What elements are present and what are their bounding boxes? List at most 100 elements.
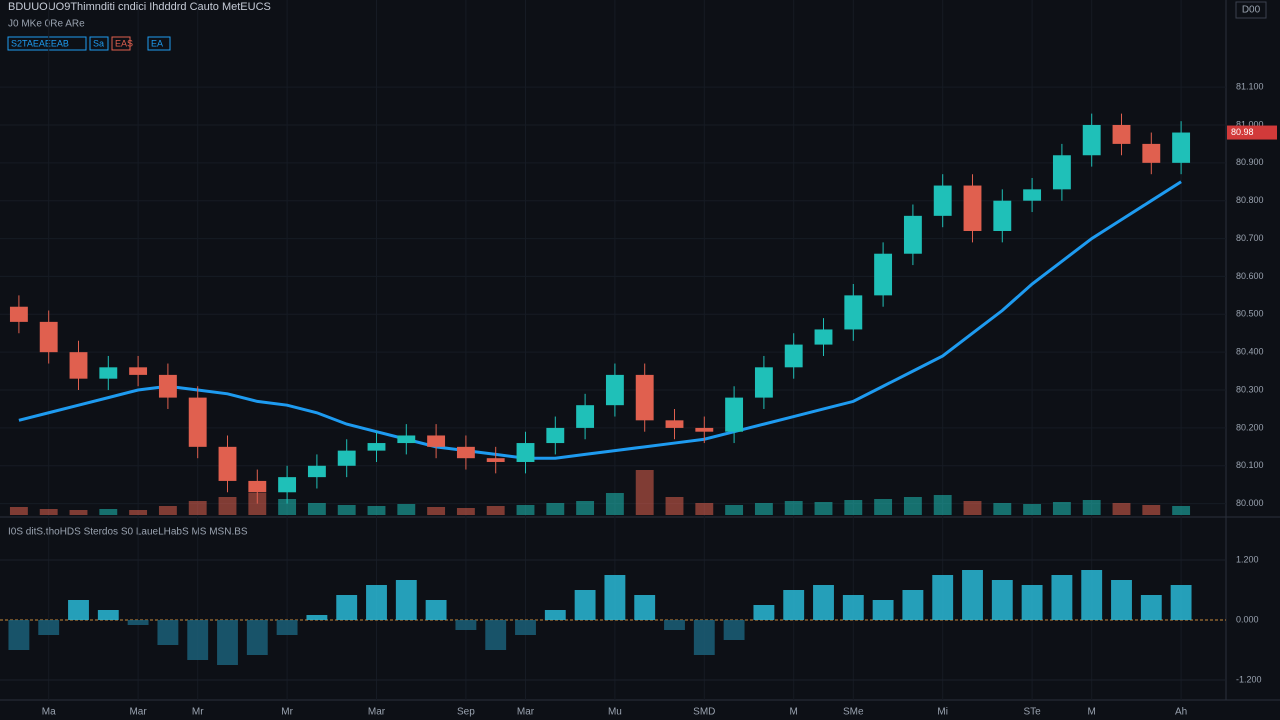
chart-subtitle: J0 MKe 0Re ARe [8,19,85,30]
legend-item[interactable]: Sa [93,38,104,48]
oscillator-bar [485,620,507,650]
candle-body [903,215,922,254]
volume-bar [278,499,297,515]
legend-item[interactable]: EA [151,38,163,48]
oscillator-bar [902,590,924,620]
legend-box[interactable] [89,36,109,51]
candle-body [1142,143,1161,163]
volume-bar [665,497,684,515]
candle-body [993,200,1012,231]
candle-body [39,321,58,353]
oscillator-bar [8,620,30,650]
volume-bar [1023,504,1042,515]
badge-box[interactable] [1235,1,1267,19]
volume-bar [99,509,118,515]
legend-box[interactable] [111,36,131,51]
volume-bar [486,506,505,515]
x-tick-label: Mr [281,707,293,718]
candle-body [605,374,624,406]
volume-bar [1112,503,1131,515]
oscillator-bar [1051,575,1073,620]
candle-body [963,185,982,231]
volume-bar [784,501,803,515]
candle-body [397,435,416,444]
volume-bar [605,493,624,515]
volume-bar [903,497,922,515]
oscillator-bar [127,620,149,625]
chart-title: BDUUOUO9Thimnditi cndici Ihdddrd Cauto M… [8,1,271,13]
x-tick-label: Ma [42,707,56,718]
last-price-label: 80.98 [1231,127,1254,137]
volume-bar [397,504,416,515]
candle-body [695,427,714,432]
volume-bar [39,509,58,515]
legend-box[interactable] [7,36,87,51]
x-tick-label: SMD [693,707,715,718]
volume-bar [576,501,595,515]
legend-box[interactable] [147,36,171,51]
candle-body [218,446,237,481]
y-tick-label: 80.500 [1236,309,1264,319]
legend-item[interactable]: EAS [115,38,133,48]
candle-body [844,295,863,330]
oscillator-bar [753,605,775,620]
legend-item[interactable]: S2TAEAEEAB [11,38,69,48]
x-tick-label: Ah [1175,707,1187,718]
oscillator-bar [1111,580,1132,620]
badge[interactable]: D00 [1242,5,1261,16]
volume-bar [963,501,982,515]
y-tick-label: 80.200 [1236,422,1264,432]
x-tick-label: Mar [517,707,535,718]
y-tick-label: 80.400 [1236,347,1264,357]
y-tick-label: 80.700 [1236,233,1264,243]
last-price-box [1227,125,1277,140]
oscillator-bar [217,620,238,665]
oscillator-bar [842,595,864,620]
candle-body [158,374,177,398]
oscillator-bar [991,580,1013,620]
volume-bar [367,506,386,515]
y-tick-label: 80.800 [1236,195,1264,205]
volume-bar [188,501,207,515]
oscillator-bar [68,600,89,620]
volume-bar [635,470,654,515]
y-tick-label: 80.300 [1236,384,1264,394]
candle-body [874,253,893,296]
volume-bar [427,507,446,515]
volume-bar [158,506,177,515]
candle-body [486,458,505,462]
volume-bar [993,503,1012,515]
volume-bar [874,499,893,515]
oscillator-tick-label: -1.200 [1236,674,1262,684]
oscillator-bar [962,570,983,620]
oscillator-bar [1140,595,1162,620]
volume-bar [129,510,148,515]
candle-body [725,397,744,432]
volume-bar [1172,506,1191,515]
y-tick-label: 80.000 [1236,498,1264,508]
x-tick-label: Mr [192,707,204,718]
oscillator-bar [157,620,179,645]
oscillator-bar [932,575,954,620]
oscillator-title: I0S ditS.thoHDS Sterdos S0 LaueLHabS MS … [8,527,248,538]
oscillator-bar [1021,585,1043,620]
oscillator-bar [336,595,358,620]
oscillator-bar [664,620,685,630]
volume-bar [844,500,863,515]
x-tick-label: Mu [608,707,622,718]
volume-bar [725,505,744,515]
candle-body [367,443,386,451]
x-tick-label: SMe [843,707,864,718]
candle-body [456,446,475,459]
candle-body [99,367,118,379]
candle-body [546,427,565,444]
candle-body [576,405,595,428]
volume-bar [9,507,28,515]
candle-body [1082,124,1101,156]
x-tick-label: Sep [457,707,475,718]
volume-bar [546,503,565,515]
candle-body [1172,132,1191,163]
candle-body [248,480,267,493]
candle-body [1052,155,1071,190]
